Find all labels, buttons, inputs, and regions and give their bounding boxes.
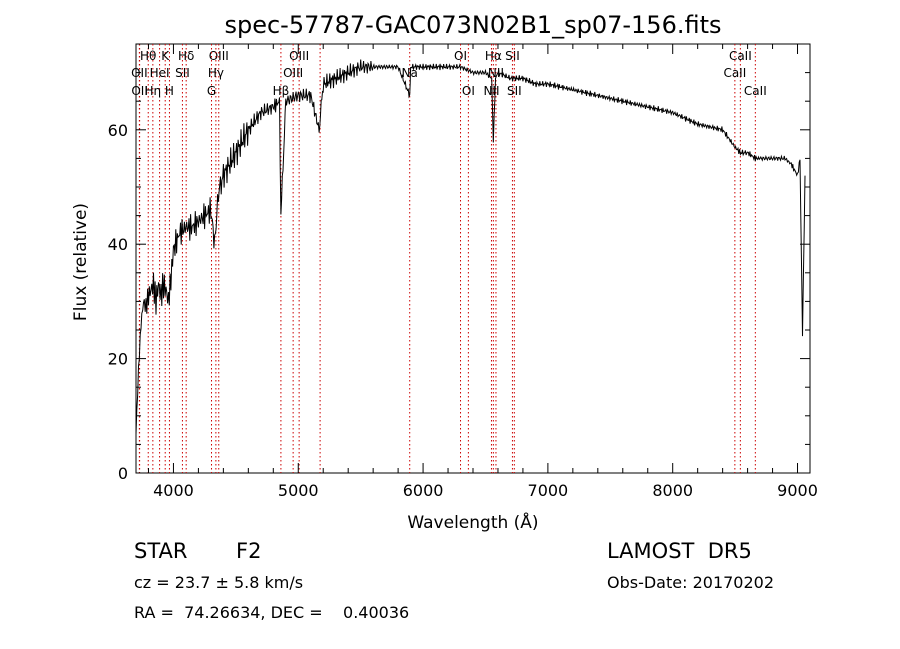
x-tick-label: 8000	[652, 481, 693, 500]
line-label: OI	[454, 49, 467, 63]
line-label: Hγ	[208, 66, 224, 80]
y-tick-label: 40	[108, 235, 128, 254]
plot-border	[135, 43, 811, 474]
line-label: HeI	[150, 66, 170, 80]
line-label: SII	[507, 84, 522, 98]
line-label: K	[161, 49, 170, 63]
line-label: H	[165, 84, 174, 98]
y-tick-label: 20	[108, 350, 128, 369]
line-label: Hη	[145, 84, 162, 98]
line-label: Hβ	[273, 84, 290, 98]
line-label: Hθ	[140, 49, 156, 63]
survey-name: LAMOST DR5	[607, 539, 752, 563]
x-tick-label: 7000	[528, 481, 569, 500]
line-label: OIII	[289, 49, 309, 63]
line-label: CaII	[744, 84, 767, 98]
object-subclass: F2	[236, 539, 262, 563]
y-tick-label: 60	[108, 121, 128, 140]
line-label: OIII	[209, 49, 229, 63]
chart-title: spec-57787-GAC073N02B1_sp07-156.fits	[224, 11, 721, 39]
line-label: SII	[505, 49, 520, 63]
spectrum-series	[135, 59, 806, 435]
x-tick-label: 5000	[278, 481, 319, 500]
line-label: OI	[462, 84, 475, 98]
x-axis: 4000 5000 6000 7000 8000 9000	[147, 44, 818, 500]
line-label: CaII	[723, 66, 746, 80]
spectrum-line	[135, 59, 806, 435]
line-label: OII	[131, 84, 148, 98]
redshift-velocity: cz = 23.7 ± 5.8 km/s	[134, 573, 304, 592]
plot-frame	[135, 43, 811, 474]
y-axis: 0 20 40 60	[108, 43, 810, 483]
x-tick-label: 6000	[403, 481, 444, 500]
line-label: G	[207, 84, 216, 98]
object-class: STAR	[134, 539, 188, 563]
line-label: Hδ	[178, 49, 194, 63]
x-tick-label: 4000	[153, 481, 194, 500]
line-label: SII	[175, 66, 190, 80]
y-axis-label: Flux (relative)	[71, 203, 91, 321]
x-tick-label: 9000	[777, 481, 818, 500]
y-tick-label: 0	[118, 464, 128, 483]
line-label: Na	[402, 66, 418, 80]
coordinates: RA = 74.26634, DEC = 0.40036	[134, 603, 410, 622]
observation-date: Obs-Date: 20170202	[607, 573, 775, 592]
x-axis-label: Wavelength (Å)	[407, 511, 538, 533]
line-label: OIII	[283, 66, 303, 80]
line-label: CaII	[729, 49, 752, 63]
line-label: Hα	[485, 49, 502, 63]
